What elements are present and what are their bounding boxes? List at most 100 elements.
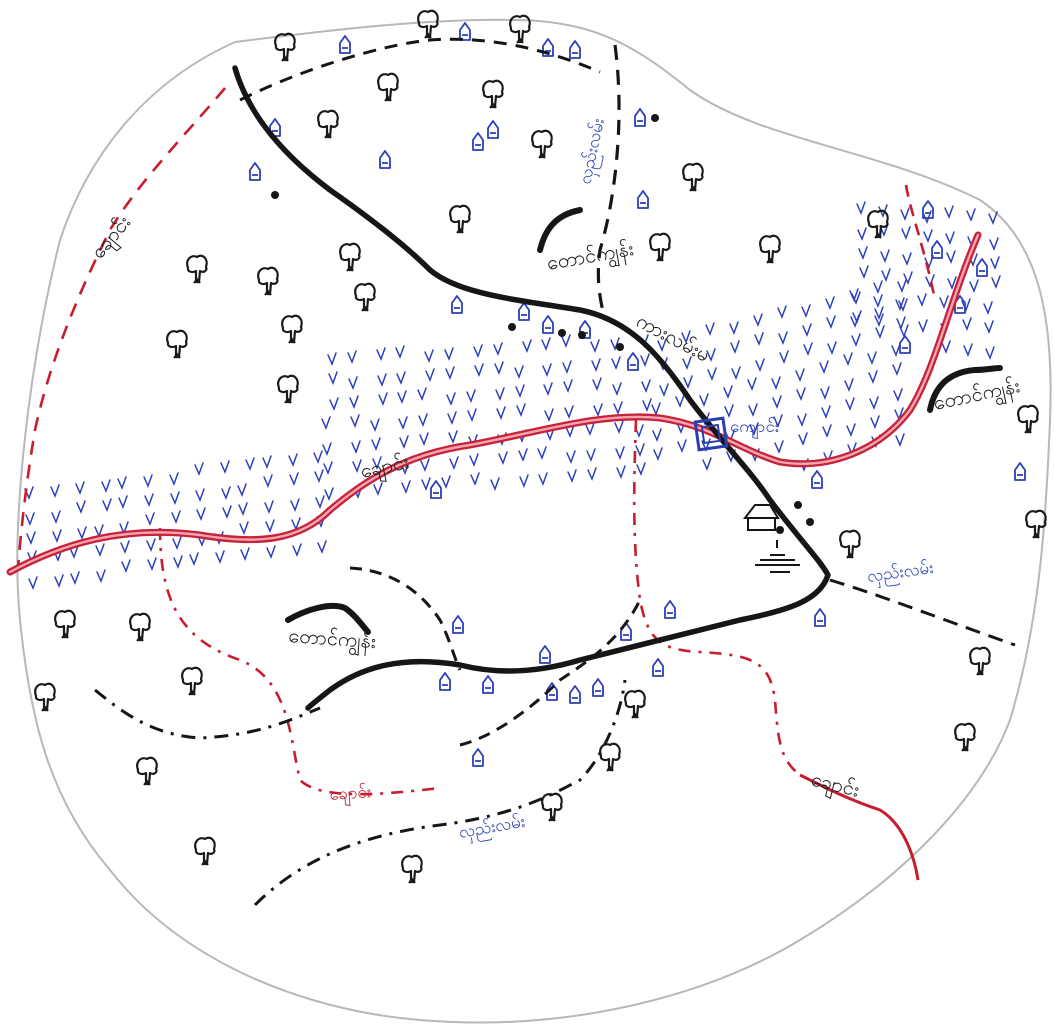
paddy-icon	[901, 226, 911, 239]
paddy-icon	[748, 403, 758, 416]
paddy-icon	[289, 472, 299, 485]
paddy-icon	[215, 550, 225, 563]
paddy-icon	[587, 467, 597, 480]
paddy-icon	[826, 315, 836, 328]
paddy-icon	[76, 500, 86, 513]
paddy-icon	[169, 472, 179, 485]
tree-icon	[129, 612, 151, 643]
house-icon	[1014, 462, 1026, 481]
paddy-icon	[196, 507, 206, 520]
path-label-east: လှည်းလမ်း	[866, 558, 935, 590]
paddy-icon	[96, 569, 106, 582]
house-icon	[627, 352, 639, 371]
paddy-icon	[983, 301, 993, 314]
paddy-icon	[592, 377, 602, 390]
main-river-core	[8, 233, 980, 574]
paddy-icon	[77, 526, 87, 539]
paddy-icon	[611, 356, 621, 369]
paddy-icon	[893, 388, 903, 401]
paddy-icon	[263, 474, 273, 487]
paddy-icon	[371, 437, 381, 450]
paddy-icon	[778, 331, 788, 344]
paddy-icon	[897, 279, 907, 292]
paddy-icon	[941, 340, 951, 353]
house-icon	[472, 132, 484, 151]
house-layer	[249, 22, 1026, 767]
house-icon	[379, 150, 391, 169]
tree-icon	[274, 32, 296, 63]
paddy-icon	[538, 472, 548, 485]
paddy-icon	[939, 295, 949, 308]
path-north-vertical	[596, 44, 621, 321]
paddy-icon	[376, 347, 386, 360]
stream-southeast-solid	[799, 773, 920, 881]
paddy-icon	[264, 500, 274, 513]
paddy-icon	[348, 376, 358, 389]
paddy-icon	[984, 320, 994, 333]
paddy-icon	[731, 366, 741, 379]
house-icon	[472, 748, 484, 767]
house-icon	[451, 295, 463, 314]
paddy-icon	[50, 484, 60, 497]
paddy-icon	[421, 477, 431, 490]
paddy-icon	[189, 552, 199, 565]
paddy-icon	[969, 279, 979, 292]
paddy-icon	[677, 439, 687, 452]
path-center-south	[349, 566, 462, 671]
village-boundary	[16, 18, 1052, 1024]
house-icon	[452, 615, 464, 634]
paddy-icon	[349, 395, 359, 408]
house-icon	[487, 120, 499, 139]
house-icon	[459, 22, 471, 41]
paddy-icon	[221, 486, 231, 499]
tree-icon	[531, 129, 553, 160]
house-icon	[976, 258, 988, 277]
paddy-icon	[803, 342, 813, 355]
paddy-icon	[418, 413, 428, 426]
paddy-icon	[373, 482, 383, 495]
paddy-icon	[292, 543, 302, 556]
path-north-loop	[239, 37, 601, 102]
paddy-icon	[516, 403, 526, 416]
paddy-icon	[795, 368, 805, 381]
paddy-icon	[323, 461, 333, 474]
paddy-icon	[859, 265, 869, 278]
paddy-icon	[777, 305, 787, 318]
path-east	[829, 578, 1016, 647]
paddy-icon	[446, 392, 456, 405]
paddy-icon	[988, 211, 998, 224]
path-label-south: လှည်းလမ်း	[457, 812, 527, 846]
tree-icon	[599, 742, 621, 773]
paddy-icon	[401, 480, 411, 493]
paddy-icon	[651, 402, 661, 415]
paddy-icon	[858, 246, 868, 259]
paddy-icon	[896, 316, 906, 329]
paddy-icon	[173, 555, 183, 568]
paddy-icon	[424, 349, 434, 362]
paddy-icon	[844, 378, 854, 391]
village-label-southwest: တောင်ကျွန်း	[287, 623, 377, 658]
paddy-icon	[724, 404, 734, 417]
paddy-icon	[802, 323, 812, 336]
paddy-icon	[590, 339, 600, 352]
paddy-icon	[705, 322, 715, 335]
tree-icon	[759, 234, 781, 265]
paddy-icon	[683, 375, 693, 388]
paddy-icon	[612, 382, 622, 395]
paddy-icon	[514, 365, 524, 378]
paddy-icon	[474, 363, 484, 376]
paddy-icon	[170, 491, 180, 504]
paddy-icon	[262, 455, 272, 468]
paddy-icon	[322, 442, 332, 455]
monastery-icon	[693, 416, 729, 452]
paddy-icon	[702, 457, 712, 470]
paddy-icon	[985, 346, 995, 359]
paddy-icon	[238, 502, 248, 515]
paddy-icon	[797, 413, 807, 426]
paddy-icon	[990, 256, 1000, 269]
paddy-icon	[237, 483, 247, 496]
paddy-icon	[774, 440, 784, 453]
paddy-icon	[613, 401, 623, 414]
paddy-icon	[515, 384, 525, 397]
